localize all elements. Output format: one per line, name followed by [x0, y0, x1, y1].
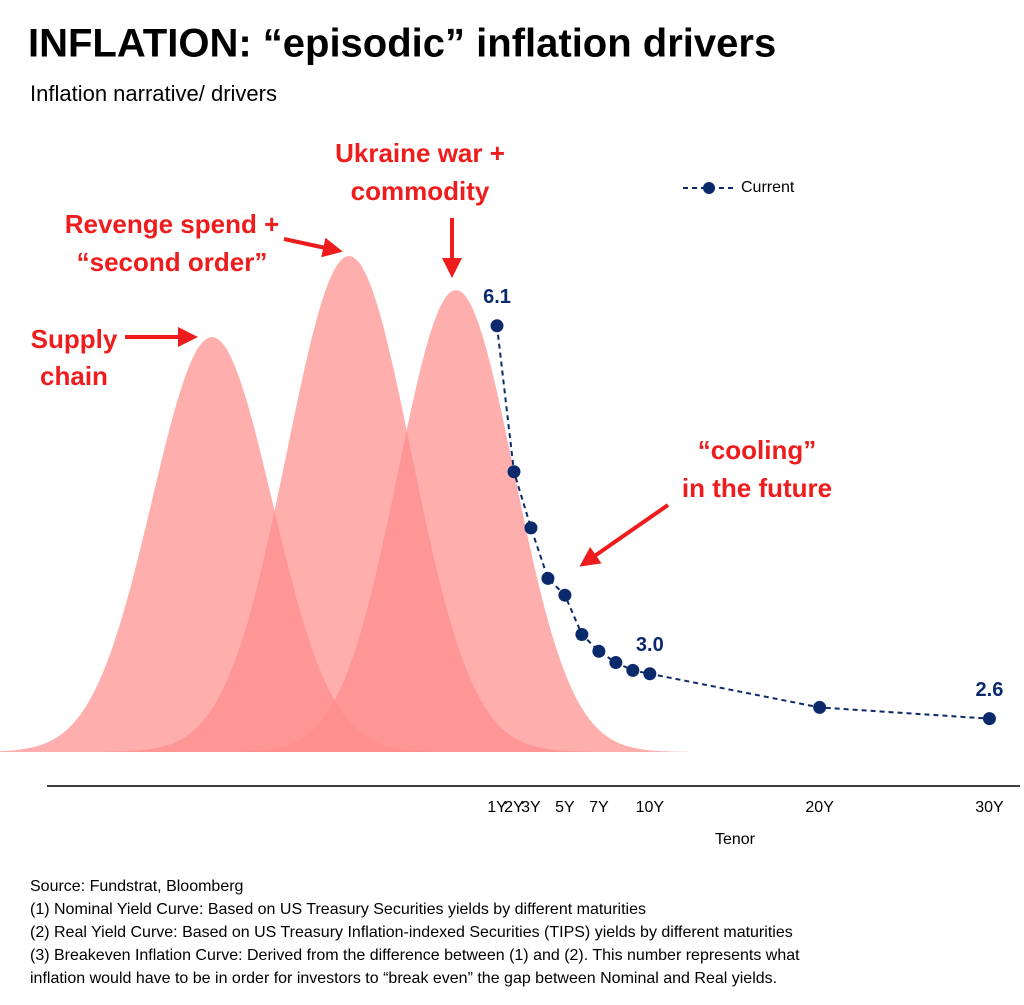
annotation: Supply [31, 324, 118, 354]
x-tick-label: 2Y [504, 799, 524, 816]
data-point [813, 700, 827, 714]
chart-subtitle: Inflation narrative/ drivers [30, 81, 277, 106]
footnote: (3) Breakeven Inflation Curve: Derived f… [30, 947, 800, 964]
annotation: in the future [682, 473, 832, 503]
annotation-arrows [125, 218, 670, 567]
data-point [982, 712, 996, 726]
annotation: chain [40, 361, 108, 391]
chart-title: INFLATION: “episodic” inflation drivers [28, 22, 776, 66]
legend-label: Current [741, 179, 795, 196]
annotation: “second order” [77, 247, 268, 277]
x-tick-label: 10Y [636, 799, 665, 816]
annotation: commodity [351, 176, 490, 206]
x-tick-label: 7Y [589, 799, 609, 816]
annotation: Revenge spend + [65, 209, 280, 239]
x-tick-label: 3Y [521, 799, 541, 816]
data-point [507, 465, 521, 479]
x-tick-label: 30Y [975, 799, 1004, 816]
data-point [592, 644, 606, 658]
x-tick-label: 5Y [555, 799, 575, 816]
footnote: Source: Fundstrat, Bloomberg [30, 878, 243, 895]
data-point [626, 663, 640, 677]
data-label: 2.6 [976, 679, 1004, 701]
footnote: inflation would have to be in order for … [30, 970, 777, 987]
episode-curve [0, 337, 452, 752]
x-tick-label: 1Y [487, 799, 507, 816]
legend-marker [703, 182, 715, 194]
x-axis-label: Tenor [715, 831, 756, 848]
data-point [541, 571, 555, 585]
data-point [643, 667, 657, 681]
episode-curves [0, 256, 688, 752]
episode-curve [101, 256, 597, 752]
series-line [495, 325, 990, 720]
data-point [609, 656, 623, 670]
data-point [575, 627, 589, 641]
data-point [524, 521, 538, 535]
footnote: (2) Real Yield Curve: Based on US Treasu… [30, 924, 793, 941]
data-label: 6.1 [483, 286, 511, 308]
data-label: 3.0 [636, 634, 664, 656]
footnote: (1) Nominal Yield Curve: Based on US Tre… [30, 901, 646, 918]
data-point [558, 588, 572, 602]
data-point [490, 319, 504, 333]
episode-curve [224, 290, 688, 752]
annotation: Ukraine war + [335, 138, 505, 168]
annotation: “cooling” [698, 435, 816, 465]
x-tick-label: 20Y [805, 799, 834, 816]
